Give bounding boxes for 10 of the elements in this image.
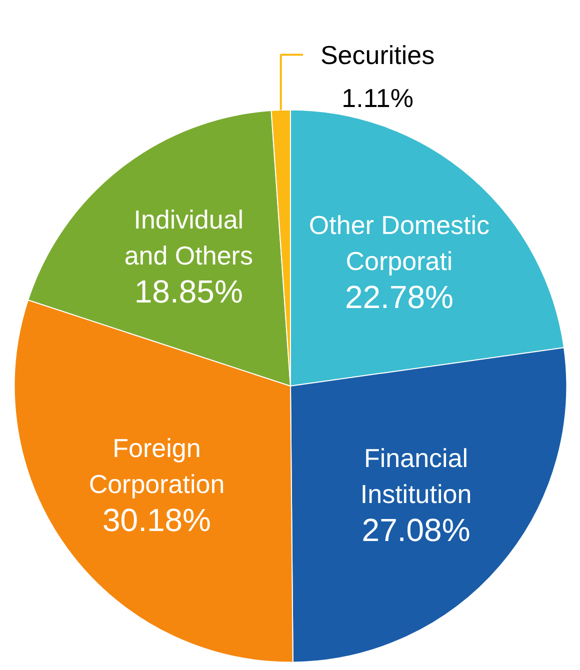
slice-label: Other Domestic Corporati bbox=[308, 210, 490, 276]
slice-label: Individual and Others bbox=[124, 204, 253, 270]
data-label: 30.18% bbox=[102, 502, 212, 538]
data-label: 27.08% bbox=[362, 512, 470, 548]
data-label: 22.78% bbox=[344, 278, 454, 315]
data-label: 1.11% bbox=[342, 82, 414, 113]
slice-label: Foreign Corporation bbox=[88, 432, 225, 499]
slice-label: Financial Institution bbox=[360, 443, 472, 510]
data-label: 18.85% bbox=[134, 273, 243, 310]
slice-label: Securities bbox=[320, 40, 435, 70]
